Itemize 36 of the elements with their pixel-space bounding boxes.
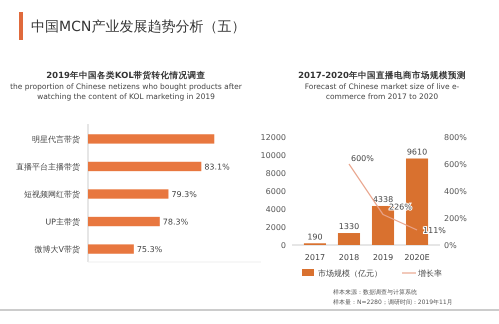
chart-title: 2019年中国各类KOL带货转化情况调查 bbox=[46, 70, 206, 81]
data-label: 9610 bbox=[406, 148, 428, 157]
bar bbox=[338, 233, 360, 245]
chart-title: 2017-2020年中国直播电商市场规模预测 bbox=[298, 70, 466, 81]
y2-tick-label: 200% bbox=[444, 214, 468, 223]
y-tick-label: 4000 bbox=[266, 205, 286, 214]
x-tick-label: 2020E bbox=[404, 253, 430, 262]
y-tick-label: 微博大V带货 bbox=[34, 245, 80, 254]
y-tick-label: 明星代言带货 bbox=[32, 134, 80, 144]
legend-label: 增长率 bbox=[417, 269, 442, 278]
data-label: 83.1% bbox=[204, 162, 230, 172]
legend-label: 市场规模（亿元） bbox=[318, 269, 382, 278]
y2-tick-label: 0% bbox=[444, 241, 458, 250]
y-tick-label: 10000 bbox=[260, 151, 286, 160]
y-tick-label: UP主带货 bbox=[45, 218, 80, 227]
data-label: 78.3% bbox=[162, 218, 189, 227]
y-tick-label: 0 bbox=[280, 241, 286, 250]
text: 中国MCN产业发展趋势分析（五） bbox=[31, 19, 246, 35]
data-label: 75.3% bbox=[136, 245, 163, 254]
data-label: 600% bbox=[350, 154, 374, 163]
data-label: 1330 bbox=[338, 222, 360, 232]
data-label: 190 bbox=[307, 232, 323, 242]
data-label: 79.3% bbox=[171, 190, 198, 199]
x-tick-label: 2018 bbox=[338, 253, 360, 262]
y-tick-label: 短视频网红带货 bbox=[24, 190, 80, 199]
x-tick-label: 2017 bbox=[304, 253, 326, 262]
y2-tick-label: 800% bbox=[444, 133, 468, 142]
y-tick-label: 直播平台主播带货 bbox=[16, 162, 80, 172]
y-tick-label: 6000 bbox=[266, 187, 286, 196]
y-tick-label: 8000 bbox=[266, 169, 286, 178]
y-tick-label: 12000 bbox=[260, 133, 286, 142]
x-tick-label: 2019 bbox=[372, 253, 394, 262]
y-tick-label: 2000 bbox=[266, 223, 286, 232]
y2-tick-label: 600% bbox=[444, 160, 468, 169]
data-label: 4338 bbox=[372, 194, 394, 204]
y2-tick-label: 400% bbox=[444, 187, 468, 196]
